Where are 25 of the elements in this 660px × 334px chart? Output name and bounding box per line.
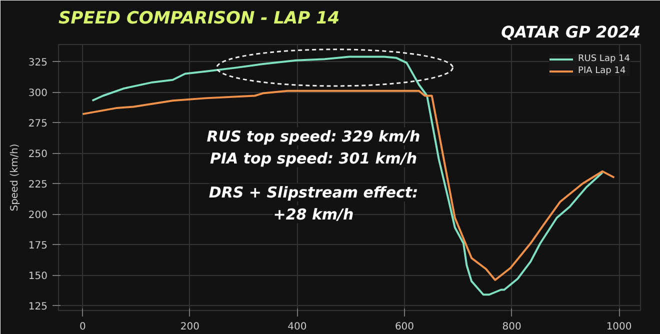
x-tick-label: 400: [288, 322, 307, 332]
line-series: [82, 90, 616, 281]
x-tick-label: 1000: [606, 322, 632, 332]
legend-label: PIA Lap 14: [578, 66, 626, 76]
y-tick-label: 275: [28, 118, 48, 130]
y-tick-label: 250: [28, 149, 48, 160]
annotation: +28 km/h: [273, 206, 354, 224]
x-tick-label: 600: [394, 322, 414, 332]
legend-label: RUS Lap 14: [578, 54, 630, 64]
y-tick-label: 125: [28, 302, 48, 313]
annotation: DRS + Slipstream effect:: [208, 184, 418, 202]
text: QATAR GP 2024: [501, 22, 640, 42]
y-tick-label: 200: [28, 210, 48, 222]
y-tick-label: 150: [28, 271, 48, 282]
y-tick-label: 175: [28, 240, 48, 252]
x-tick-label: 200: [180, 322, 200, 332]
annotation: PIA top speed: 301 km/h: [210, 150, 418, 168]
annotation: RUS top speed: 329 km/h: [206, 128, 420, 146]
y-axis-title: Speed (km/h): [9, 144, 20, 212]
y-tick-label: 225: [28, 180, 48, 191]
x-tick-label: 800: [502, 322, 522, 332]
chart-title: SPEED COMPARISON - LAP 14: [58, 8, 340, 28]
x-tick-label: 0: [79, 322, 86, 332]
y-tick-label: 325: [28, 58, 48, 69]
y-tick-label: 300: [28, 88, 48, 100]
